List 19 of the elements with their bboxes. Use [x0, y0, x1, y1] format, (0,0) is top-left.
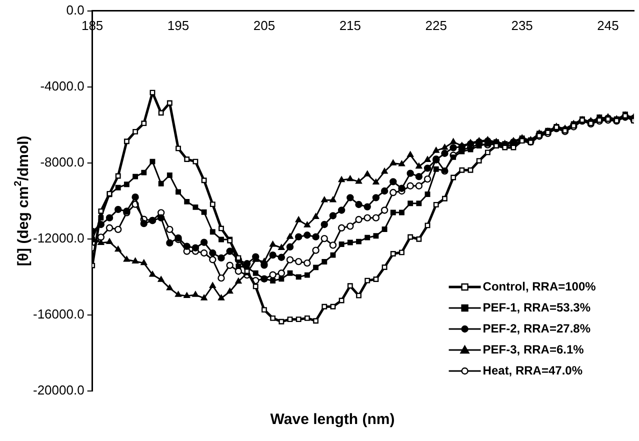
x-tick-label: 225 [425, 18, 447, 34]
legend-label: Heat, RRA=47.0% [482, 363, 583, 378]
x-tick-label: 245 [597, 18, 619, 34]
legend-label: PEF-1, RRA=53.3% [482, 300, 591, 314]
y-tick-label: -12000.0 [32, 230, 84, 246]
x-tick-label: 215 [339, 18, 362, 34]
x-tick-label: 205 [253, 18, 276, 34]
y-tick-label: -20000.0 [32, 382, 84, 398]
x-axis-title: Wave length (nm) [270, 411, 395, 428]
legend-label: PEF-2, RRA=27.8% [482, 321, 591, 336]
x-tick-label: 195 [167, 18, 190, 34]
legend-label: Control, RRA=100% [482, 279, 596, 294]
y-tick-label: -8000.0 [40, 154, 84, 170]
legend-label: PEF-3, RRA=6.1% [482, 342, 584, 356]
y-tick-label: -16000.0 [32, 306, 84, 322]
y-tick-label: -4000.0 [40, 78, 84, 94]
x-tick-label: 235 [511, 18, 533, 34]
y-tick-label: 0.0 [66, 2, 84, 18]
y-axis-title: [θ] (deg cm2/dmol) [12, 136, 32, 266]
